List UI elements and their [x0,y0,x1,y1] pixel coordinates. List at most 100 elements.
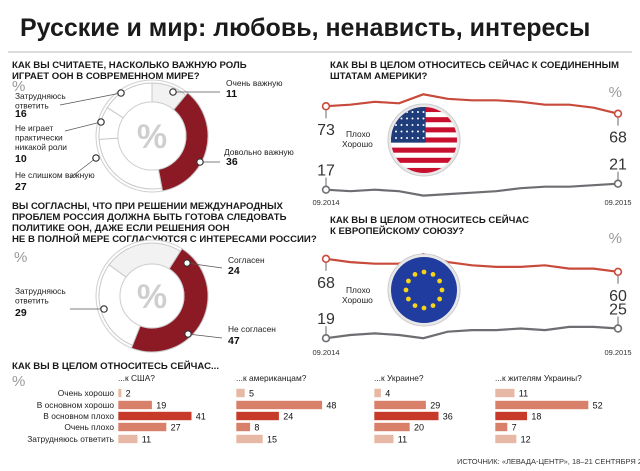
flag-star [430,303,436,308]
point-marker [321,102,331,111]
bar-value: 36 [443,412,453,422]
percent-symbol: % [12,373,25,390]
leader-line [69,157,97,179]
question-text: К ЕВРОПЕЙСКОМУ СОЮЗУ? [330,225,464,237]
bar-value: 52 [593,401,603,411]
flag-star [417,130,419,133]
flag-star [411,111,414,113]
flag-star [422,137,425,139]
leader-dot [117,89,125,97]
question-text: КАК ВЫ СЧИТАЕТЕ, НАСКОЛЬКО ВАЖНУЮ РОЛЬ [12,60,247,71]
end-value-label: 21 [609,157,627,174]
flag-star [411,130,414,133]
start-value-label: 19 [317,311,335,328]
flag-star [400,124,403,126]
usa-attitude-section: КАК ВЫ В ЦЕЛОМ ОТНОСИТЕСЬ СЕЙЧАС К СОЕДИ… [312,59,631,207]
flag-star [406,117,408,120]
point-marker [613,179,623,188]
flag-star [400,137,403,139]
donut-center-percent: % [137,118,167,156]
group-header: ...к жителям Украины? [495,373,582,383]
un-role-section: КАК ВЫ СЧИТАЕТЕ, НАСКОЛЬКО ВАЖНУЮ РОЛЬИГ… [12,60,294,193]
flag-stripe [391,157,457,164]
start-date-label: 09.2014 [312,348,339,357]
category-label: Очень хорошо [58,388,115,398]
flag-stripe [391,142,457,148]
question-text: КАК ВЫ В ЦЕЛОМ ОТНОСИТЕСЬ СЕЙЧАС К СОЕДИ… [330,59,619,71]
leader-line [187,333,223,339]
bar-value: 4 [385,389,390,399]
bar-value: 29 [430,401,440,411]
flag-star [403,287,409,293]
bar-value: 41 [196,412,206,422]
slice-label: Довольно важную [224,147,294,157]
flag-star [412,303,418,308]
slice-label: Не согласен [228,324,276,334]
bar-value: 7 [512,423,517,433]
bar-value: 20 [414,423,424,433]
slice-label: Не слишком важную [15,170,95,180]
point-marker [613,109,623,118]
category-label: В основном плохо [43,411,114,421]
bar [117,434,139,444]
flag-star [439,287,445,293]
question-text: ИГРАЕТ ООН В СОВРЕМЕННОМ МИРЕ? [12,71,200,82]
flag-star [417,111,419,113]
category-label: В основном хорошо [37,400,115,410]
usa-flag-icon [391,107,457,173]
flag-star [395,130,397,133]
flag-star [400,117,403,120]
slice-value: 11 [226,88,237,100]
percent-symbol: % [12,78,25,95]
end-value-label: 60 [609,288,627,305]
bar [373,422,411,432]
category-label: Затрудняюсь ответить [27,434,114,444]
flag-star [406,137,408,139]
leader-dot [196,158,204,166]
bar [373,388,382,398]
slice-label: никакой роли [15,142,67,152]
flag-stripe [391,162,457,169]
group-header: ...к США? [118,373,155,383]
point-marker [321,254,331,264]
flag-star [395,124,397,126]
leader-dot [100,305,108,313]
flag-star [417,124,419,126]
title-bar [0,0,640,50]
bar-value: 27 [171,423,181,433]
donut-hole [119,263,185,329]
bar-value: 11 [519,389,528,399]
bar [373,400,427,410]
start-value-label: 73 [317,122,335,139]
start-value-label: 17 [317,163,335,180]
percent-symbol: % [609,84,622,101]
bar-value: 19 [156,401,166,411]
flag-star [422,124,425,126]
flag-star [422,117,425,120]
flag-star [422,111,425,113]
group-header: ...к американцам? [236,373,307,383]
flag-star [406,278,411,284]
bar [494,400,589,410]
start-date-label: 09.2014 [312,198,339,207]
question-text: ШТАТАМ АМЕРИКИ? [330,71,428,82]
bar [117,411,193,421]
donut-center-percent: % [137,278,167,316]
point-marker [613,267,623,276]
eu-flag-icon [391,257,457,323]
series-line [325,252,619,273]
bar [117,400,153,410]
bar [235,388,246,398]
bar-value: 5 [249,389,254,399]
percent-symbol: % [14,249,27,266]
bar [235,411,280,421]
leader-line [59,92,122,106]
leader-line [64,121,102,132]
bar [235,434,264,444]
source-note: ИСТОЧНИК: «ЛЕВАДА-ЦЕНТР», 18–21 СЕНТЯБРЯ… [457,457,640,466]
slice-value: 24 [228,265,240,277]
good-series-label: Хорошо [342,139,373,149]
